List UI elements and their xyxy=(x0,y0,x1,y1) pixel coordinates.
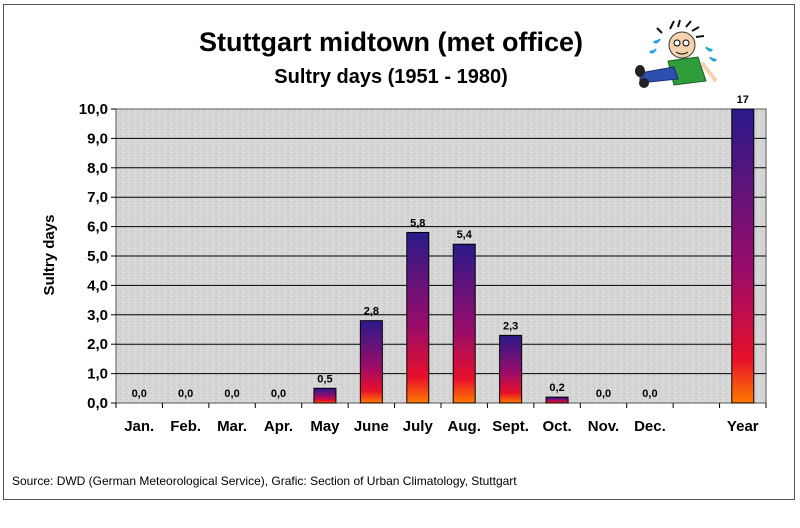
x-tick-label: Apr. xyxy=(264,418,293,435)
y-tick-label: 7,0 xyxy=(87,189,108,206)
data-label: 5,8 xyxy=(410,217,425,229)
bar xyxy=(313,387,337,404)
chart-title: Stuttgart midtown (met office) xyxy=(199,27,583,57)
data-label: 0,0 xyxy=(642,388,657,400)
x-tick-label: Sept. xyxy=(492,418,529,435)
bar xyxy=(406,231,430,404)
y-tick-label: 4,0 xyxy=(87,277,108,294)
y-tick-label: 1,0 xyxy=(87,366,108,383)
x-tick-label: May xyxy=(310,418,340,435)
bars xyxy=(313,108,755,404)
bar xyxy=(452,243,476,404)
x-tick-label: Aug. xyxy=(448,418,481,435)
chart-subtitle: Sultry days (1951 - 1980) xyxy=(274,66,507,88)
data-label: 0,0 xyxy=(178,388,193,400)
x-tick-label: June xyxy=(354,418,389,435)
x-tick-label: July xyxy=(403,418,434,435)
data-label: 17 xyxy=(737,94,749,106)
x-tick-label: Jan. xyxy=(124,418,154,435)
y-tick-label: 10,0 xyxy=(79,101,108,118)
bar xyxy=(499,334,523,404)
x-tick-labels: Jan. Feb. Mar. Apr. May June July Aug. Sept. Oct.… xyxy=(124,418,759,435)
chart-frame: Stuttgart midtown (met office) Sultry da… xyxy=(3,4,795,500)
x-tick-label: Oct. xyxy=(542,418,571,435)
data-label: 5,4 xyxy=(457,229,473,241)
data-label: 2,8 xyxy=(364,306,379,318)
data-label: 2,3 xyxy=(503,320,518,332)
data-label: 0,5 xyxy=(317,373,332,385)
data-label: 0,0 xyxy=(271,388,286,400)
source-note: Source: DWD (German Meteorological Servi… xyxy=(12,474,517,488)
bar xyxy=(731,108,755,404)
y-tick-labels: 0,0 1,0 2,0 3,0 4,0 5,0 6,0 7,0 8,0 9,0 10,0 xyxy=(79,101,108,412)
data-label: 0,0 xyxy=(132,388,147,400)
x-tick-label: Nov. xyxy=(588,418,619,435)
x-tick-label: Feb. xyxy=(170,418,201,435)
y-tick-label: 2,0 xyxy=(87,336,108,353)
bar xyxy=(545,396,569,404)
sweating-person-icon xyxy=(635,19,718,88)
x-tick-label: Dec. xyxy=(634,418,666,435)
gridlines xyxy=(111,108,767,408)
y-tick-label: 6,0 xyxy=(87,219,108,236)
data-label: 0,0 xyxy=(224,388,239,400)
x-tick-label: Year xyxy=(727,418,759,435)
y-axis-label: Sultry days xyxy=(41,215,58,296)
bar xyxy=(359,320,383,404)
y-tick-label: 9,0 xyxy=(87,130,108,147)
data-labels: 0,0 0,0 0,0 0,0 0,5 2,8 5,8 5,4 2,3 0,2 0,0 0,0 17 xyxy=(132,94,749,400)
x-tick-label: Mar. xyxy=(217,418,247,435)
data-label: 0,0 xyxy=(596,388,611,400)
y-tick-label: 5,0 xyxy=(87,248,108,265)
y-tick-label: 0,0 xyxy=(87,395,108,412)
data-label: 0,2 xyxy=(549,382,564,394)
y-tick-label: 3,0 xyxy=(87,307,108,324)
y-tick-label: 8,0 xyxy=(87,160,108,177)
bar-chart: Stuttgart midtown (met office) Sultry da… xyxy=(12,19,767,488)
